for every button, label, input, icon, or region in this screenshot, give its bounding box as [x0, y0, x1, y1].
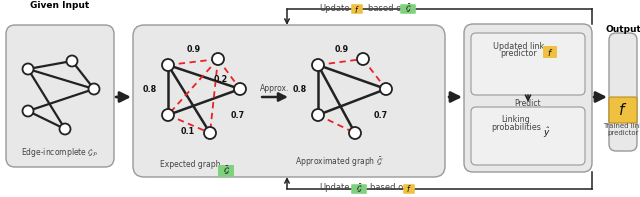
FancyBboxPatch shape — [471, 107, 585, 165]
FancyBboxPatch shape — [218, 165, 234, 177]
Text: Output: Output — [605, 25, 640, 34]
Text: 0.8: 0.8 — [292, 85, 307, 94]
Circle shape — [212, 53, 224, 65]
Circle shape — [380, 83, 392, 95]
FancyBboxPatch shape — [351, 4, 363, 14]
Text: 0.7: 0.7 — [231, 111, 245, 120]
Text: Updated link: Updated link — [493, 42, 545, 51]
FancyBboxPatch shape — [609, 33, 637, 151]
FancyBboxPatch shape — [471, 33, 585, 95]
Text: $\hat{y}$: $\hat{y}$ — [543, 125, 551, 140]
Text: based on: based on — [368, 4, 406, 12]
Text: Edge-incomplete $\mathcal{G}_{\mathcal{P}}$: Edge-incomplete $\mathcal{G}_{\mathcal{P… — [21, 146, 99, 159]
Text: 0.9: 0.9 — [335, 45, 349, 54]
Circle shape — [22, 106, 33, 116]
FancyBboxPatch shape — [403, 184, 415, 194]
Text: $f$: $f$ — [406, 183, 412, 194]
Text: $f$: $f$ — [618, 102, 628, 118]
Text: Predict: Predict — [515, 99, 541, 108]
Text: 0.1: 0.1 — [181, 127, 195, 136]
Text: predictor: predictor — [500, 49, 538, 58]
Text: 0.7: 0.7 — [374, 111, 388, 120]
Text: Trained link: Trained link — [603, 123, 640, 129]
Text: Update: Update — [319, 183, 350, 192]
FancyBboxPatch shape — [133, 25, 445, 177]
Circle shape — [234, 83, 246, 95]
Circle shape — [67, 56, 77, 67]
Text: $\bar{\mathcal{G}}$: $\bar{\mathcal{G}}$ — [405, 3, 411, 15]
Text: Approx.: Approx. — [260, 84, 290, 93]
Text: probabilities: probabilities — [491, 123, 541, 132]
Text: based on: based on — [370, 183, 408, 192]
Text: Update: Update — [319, 4, 350, 12]
Circle shape — [22, 63, 33, 74]
Text: Given Input: Given Input — [30, 1, 90, 10]
Text: Approximated graph $\bar{\mathcal{G}}'$: Approximated graph $\bar{\mathcal{G}}'$ — [296, 155, 385, 169]
Text: 0.9: 0.9 — [187, 45, 201, 54]
Circle shape — [204, 127, 216, 139]
Text: $\bar{\mathcal{G}}$: $\bar{\mathcal{G}}$ — [356, 183, 362, 195]
Circle shape — [312, 109, 324, 121]
Text: $f$: $f$ — [354, 4, 360, 15]
Text: 0.8: 0.8 — [143, 85, 157, 94]
Circle shape — [312, 59, 324, 71]
FancyBboxPatch shape — [351, 184, 367, 194]
FancyBboxPatch shape — [400, 4, 416, 14]
Circle shape — [60, 124, 70, 135]
Circle shape — [162, 109, 174, 121]
Text: $\bar{\mathcal{G}}$: $\bar{\mathcal{G}}$ — [223, 165, 229, 177]
Text: $f$: $f$ — [547, 46, 553, 58]
Text: predictor: predictor — [607, 130, 639, 136]
Text: Expected graph: Expected graph — [160, 160, 220, 169]
Text: 0.2: 0.2 — [214, 74, 228, 84]
Circle shape — [162, 59, 174, 71]
FancyBboxPatch shape — [464, 24, 592, 172]
FancyBboxPatch shape — [543, 46, 557, 58]
Text: Linking: Linking — [502, 115, 531, 124]
Circle shape — [357, 53, 369, 65]
Circle shape — [88, 84, 99, 95]
Circle shape — [349, 127, 361, 139]
FancyBboxPatch shape — [609, 97, 637, 123]
FancyBboxPatch shape — [6, 25, 114, 167]
